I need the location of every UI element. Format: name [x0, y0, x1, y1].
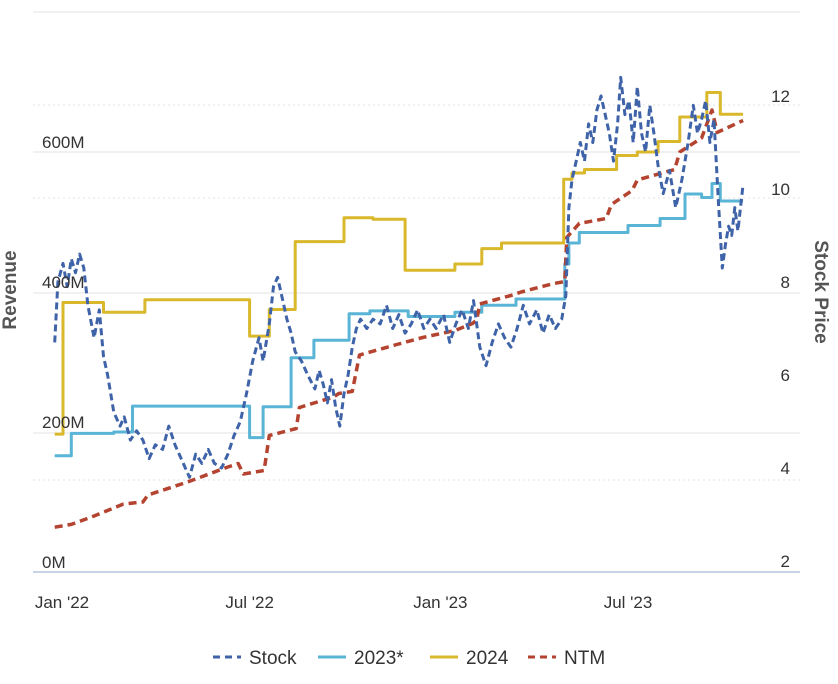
- series-line-2024: [54, 91, 744, 436]
- legend-label: Stock: [249, 648, 297, 669]
- legend-item[interactable]: 2024: [430, 648, 509, 669]
- x-tick-label: Jul '23: [604, 593, 653, 612]
- legend: Stock 2023* 2024 NTM: [213, 648, 605, 669]
- legend-label: NTM: [564, 648, 605, 669]
- right-tick-label: 8: [781, 273, 790, 292]
- right-axis-ticks: 2 4 6 8 10 12: [771, 87, 790, 571]
- x-tick-label: Jul '22: [225, 593, 274, 612]
- legend-label: 2024: [466, 648, 509, 669]
- legend-item[interactable]: NTM: [528, 648, 605, 669]
- series-line-ntm: [54, 108, 744, 529]
- right-tick-label: 6: [781, 366, 790, 385]
- x-axis-ticks: Jan '22 Jul '22 Jan '23 Jul '23: [35, 593, 652, 612]
- right-tick-label: 2: [781, 552, 790, 571]
- left-tick-label: 0M: [42, 553, 66, 572]
- x-tick-label: Jan '23: [413, 593, 467, 612]
- legend-item[interactable]: 2023*: [318, 648, 404, 669]
- series-layer: [53, 75, 745, 529]
- left-tick-label: 400M: [42, 273, 85, 292]
- gridlines: [33, 11, 800, 481]
- right-tick-label: 12: [771, 87, 790, 106]
- series-line-2023: [54, 182, 744, 458]
- series-line-stock: [53, 75, 745, 479]
- right-tick-label: 4: [781, 459, 790, 478]
- legend-label: 2023*: [354, 648, 404, 669]
- x-tick-label: Jan '22: [35, 593, 89, 612]
- right-tick-label: 10: [771, 180, 790, 199]
- left-axis-title: Revenue: [0, 250, 21, 329]
- left-tick-label: 200M: [42, 413, 85, 432]
- left-tick-label: 600M: [42, 133, 85, 152]
- right-axis-title: Stock Price: [810, 240, 831, 344]
- left-axis-ticks: 0M 200M 400M 600M: [42, 133, 85, 572]
- legend-item[interactable]: Stock: [213, 648, 297, 669]
